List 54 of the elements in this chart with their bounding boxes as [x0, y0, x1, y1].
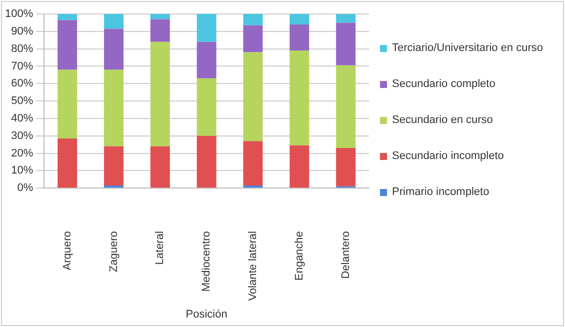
x-tick-label: Volante lateral — [247, 231, 260, 301]
y-tick-label: 80% — [11, 42, 34, 55]
bar — [150, 14, 170, 20]
x-tick-label: Lateral — [154, 231, 166, 265]
bar — [243, 185, 263, 188]
x-tick-label: Arquero — [61, 231, 74, 270]
bar — [58, 138, 78, 188]
bar — [150, 42, 170, 146]
bar — [336, 22, 356, 66]
bar — [196, 136, 216, 188]
y-tick-label: 40% — [11, 112, 34, 124]
bar — [196, 78, 216, 136]
y-tick-label: 10% — [11, 164, 34, 177]
bar — [196, 42, 216, 78]
bar — [290, 24, 310, 51]
bar — [104, 70, 124, 146]
x-tick-label: Mediocentro — [200, 231, 213, 292]
bar — [290, 50, 310, 146]
bar — [150, 146, 170, 188]
bar — [104, 185, 124, 188]
y-tick-label: 100% — [4, 8, 34, 20]
bar — [104, 146, 124, 186]
bar — [243, 141, 263, 186]
x-tick-label: Enganche — [293, 231, 306, 281]
legend-label: Primario incompleto — [392, 186, 490, 198]
legend-label: Secundario en curso — [392, 114, 493, 126]
x-axis-title: Posición — [186, 308, 228, 320]
y-tick-label: 70% — [11, 60, 34, 72]
bar — [196, 14, 216, 42]
y-tick-label: 90% — [11, 25, 34, 38]
bar — [290, 14, 310, 24]
y-tick-label: 0% — [17, 182, 34, 194]
legend-label: Terciario/Universitario en curso — [392, 42, 543, 54]
y-tick-label: 20% — [11, 147, 34, 160]
bar — [336, 14, 356, 23]
bar — [58, 70, 78, 138]
y-tick-label: 50% — [11, 95, 34, 108]
bar — [150, 19, 170, 42]
bar — [243, 14, 263, 26]
legend-label: Secundario incompleto — [392, 150, 504, 162]
bar — [243, 52, 263, 142]
bar — [104, 28, 124, 70]
y-tick-label: 60% — [11, 78, 34, 90]
bar — [243, 25, 263, 52]
legend-label: Secundario completo — [392, 78, 496, 90]
x-tick-label: Delantero — [340, 231, 352, 279]
y-tick-label: 30% — [11, 130, 34, 142]
bar — [104, 14, 124, 29]
bar — [58, 20, 78, 70]
bar — [336, 148, 356, 186]
bar — [58, 14, 78, 20]
bar — [290, 145, 310, 188]
bar — [336, 65, 356, 148]
x-tick-label: Zaguero — [108, 231, 120, 272]
